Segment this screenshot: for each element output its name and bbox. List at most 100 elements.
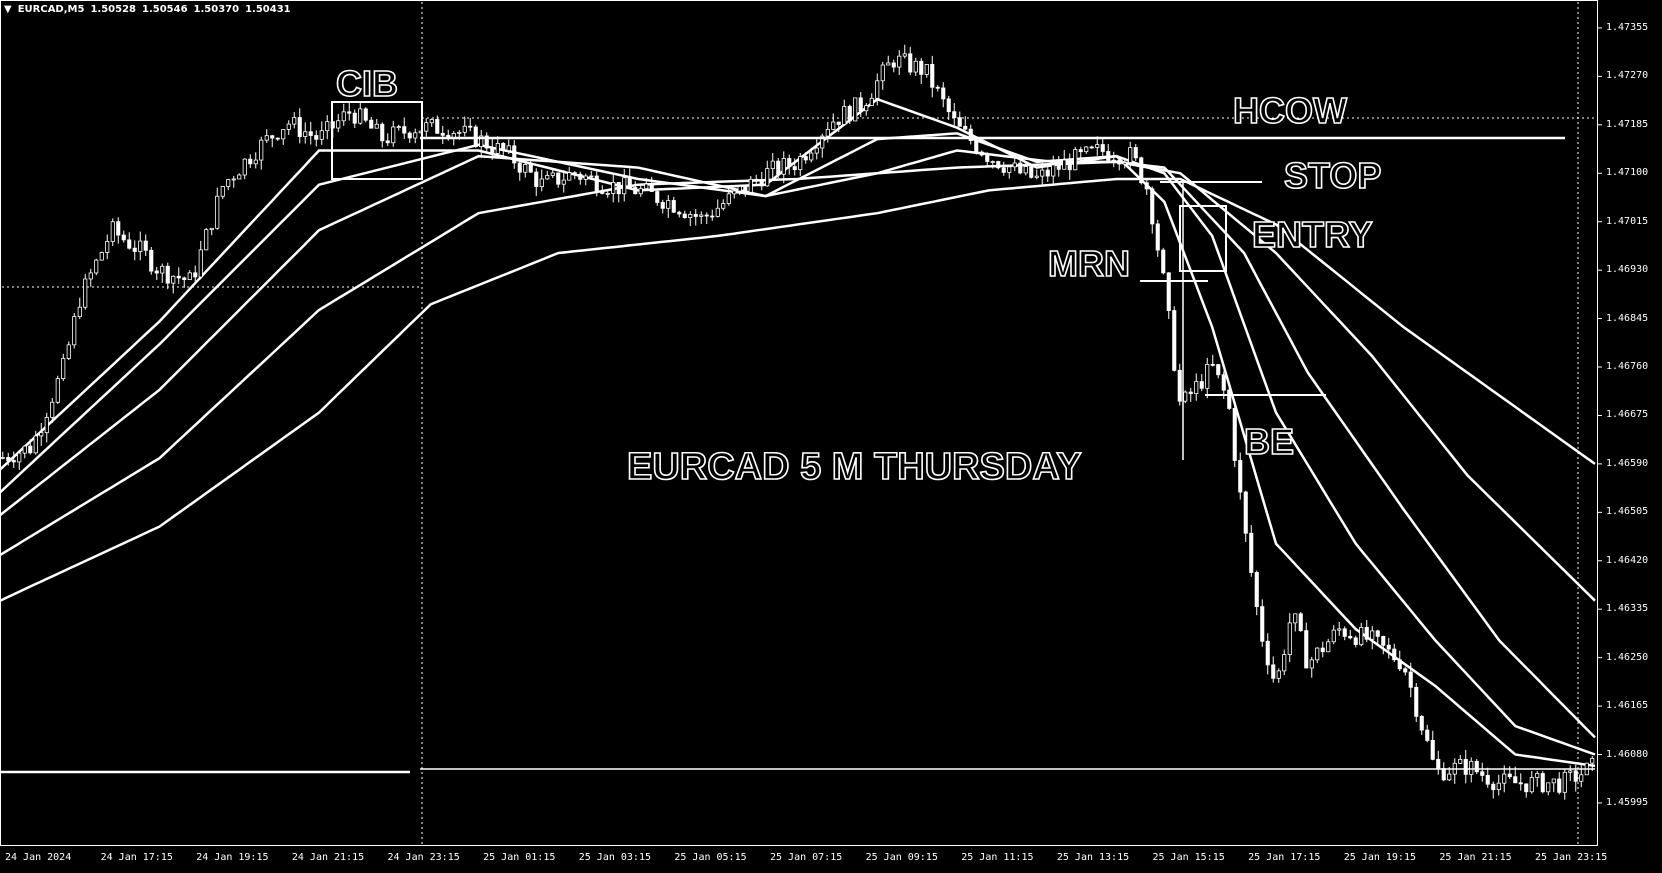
candle	[1562, 768, 1567, 800]
price-tick-label: 1.47100	[1606, 167, 1649, 179]
candle	[259, 136, 264, 170]
candle	[248, 154, 253, 169]
candle	[979, 150, 984, 157]
price-tick-label: 1.46590	[1606, 457, 1649, 469]
candle	[1161, 247, 1166, 275]
candle	[1040, 162, 1045, 186]
candle	[913, 57, 918, 77]
candle	[1485, 767, 1490, 788]
candle	[748, 175, 753, 193]
candle	[1188, 387, 1193, 402]
candle	[473, 124, 478, 148]
time-tick-label: 24 Jan 19:15	[196, 852, 269, 863]
candle	[704, 212, 709, 225]
time-tick-label: 25 Jan 15:15	[1152, 852, 1225, 863]
candle	[1007, 166, 1012, 179]
triangle-down-icon[interactable]: ▼	[4, 4, 12, 15]
candle	[1062, 149, 1067, 170]
symbol-name: EURCAD,M5	[17, 4, 85, 15]
candle	[1568, 765, 1573, 781]
candle	[836, 121, 841, 133]
candle	[1364, 619, 1369, 643]
price-tick-label: 1.46675	[1606, 409, 1649, 421]
candle	[605, 190, 610, 198]
candle	[495, 136, 500, 157]
cib-box	[331, 101, 423, 180]
time-tick-label: 24 Jan 23:15	[387, 852, 460, 863]
candle	[61, 353, 66, 382]
candle	[1045, 163, 1050, 182]
candle	[1293, 613, 1298, 632]
candle	[512, 140, 517, 169]
price-tick-label: 1.46505	[1606, 506, 1649, 518]
candle	[539, 169, 544, 192]
candle	[572, 171, 577, 180]
candle	[176, 267, 181, 284]
candle	[187, 270, 192, 281]
price-tick-label: 1.47015	[1606, 215, 1649, 227]
candle	[116, 217, 121, 244]
candle	[1518, 773, 1523, 791]
candle	[1524, 783, 1529, 798]
candle	[776, 158, 781, 179]
time-tick-label: 24 Jan 2024	[5, 852, 72, 863]
price-tick-label: 1.46845	[1606, 312, 1649, 324]
candle	[1386, 637, 1391, 659]
candle	[1546, 782, 1551, 796]
candle	[638, 184, 643, 197]
candle	[1199, 374, 1204, 392]
time-tick-label: 24 Jan 21:15	[291, 852, 365, 863]
candle	[1155, 219, 1160, 257]
candle	[1144, 179, 1149, 195]
candle	[919, 58, 924, 84]
hcow-annotation: HCOW	[1232, 90, 1348, 131]
time-tick-label: 25 Jan 07:15	[770, 852, 843, 863]
candle	[1249, 525, 1254, 577]
candle	[803, 151, 808, 164]
candle	[781, 151, 786, 184]
candle	[121, 230, 126, 243]
candle	[237, 173, 242, 180]
candle	[484, 132, 489, 152]
candle	[1331, 625, 1336, 645]
symbol-info-bar[interactable]: ▼ EURCAD,M5 1.50528 1.50546 1.50370 1.50431	[4, 4, 297, 15]
candle	[204, 227, 209, 251]
candle	[930, 55, 935, 98]
candle	[341, 103, 346, 126]
candle	[1034, 169, 1039, 180]
candle	[435, 115, 440, 134]
candle	[831, 113, 836, 131]
moving-average-line	[0, 97, 1596, 768]
candle	[369, 116, 374, 129]
entry-annotation: ENTRY	[1251, 214, 1373, 255]
candle	[1265, 633, 1270, 675]
candle	[759, 171, 764, 191]
time-tick-label: 24 Jan 17:15	[100, 852, 173, 863]
candle	[737, 185, 742, 196]
candle	[468, 117, 473, 132]
plot-frame	[0, 0, 1598, 846]
candle	[1408, 662, 1413, 698]
candle	[50, 397, 55, 424]
candle	[66, 341, 71, 361]
candle	[501, 142, 506, 158]
candle	[0, 451, 5, 460]
candle	[11, 451, 16, 468]
candle	[347, 102, 352, 121]
candle	[990, 160, 995, 169]
candle	[1117, 158, 1122, 171]
candle	[633, 181, 638, 195]
candle	[957, 111, 962, 127]
candle	[842, 99, 847, 125]
candle	[138, 231, 143, 261]
candle	[924, 64, 929, 78]
candle	[798, 153, 803, 177]
candle	[897, 50, 902, 75]
candle	[55, 375, 60, 405]
candle	[974, 136, 979, 155]
mrn-annotation: MRN	[1047, 243, 1131, 284]
candle	[996, 160, 1001, 170]
candle	[1326, 638, 1331, 653]
